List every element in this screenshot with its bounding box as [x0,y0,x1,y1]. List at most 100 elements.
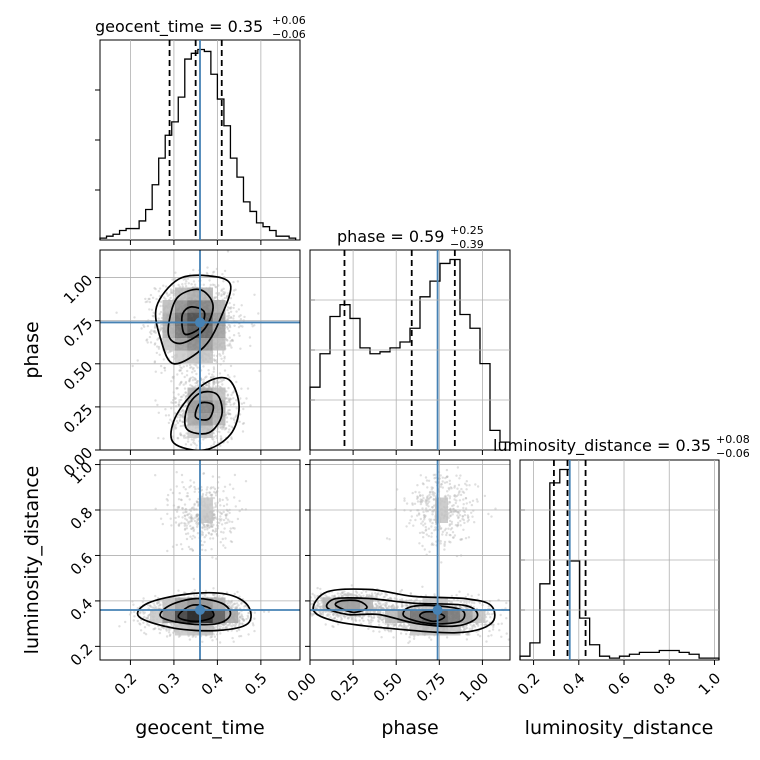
sample-point [178,401,181,404]
sample-point [184,380,188,384]
sample-point [229,527,232,530]
sample-point [155,351,158,355]
sample-point [225,626,228,630]
sample-point [153,326,157,329]
sample-point [234,625,237,628]
sample-point [176,436,179,440]
sample-point [172,294,175,297]
sample-point [174,405,178,408]
sample-point [143,611,146,614]
sample-point [175,471,178,474]
sample-point [194,382,197,385]
sample-point [170,291,173,295]
sample-point [144,300,147,304]
sample-point [217,625,221,628]
sample-point [225,600,228,603]
sample-point [222,624,225,627]
sample-point [227,412,230,416]
sample-point [133,615,136,618]
sample-point [222,293,226,296]
sample-point [188,378,191,381]
sample-point [243,605,246,608]
sample-point [235,602,239,605]
sample-point [221,622,224,626]
sample-point [218,380,221,384]
sample-point [232,418,236,422]
sample-point [237,623,241,627]
sample-point [201,381,205,384]
sample-point [214,296,217,299]
sample-point [191,635,194,638]
sample-point [202,365,205,368]
sample-point [222,378,226,381]
sample-point [237,308,241,311]
sample-point [190,516,193,519]
sample-point [226,339,229,342]
sample-point [200,488,204,492]
sample-point [153,330,156,334]
sample-point [238,334,241,337]
sample-point [179,433,182,436]
sample-point [225,294,229,298]
sample-point [205,375,208,378]
sample-point [229,364,233,368]
sample-point [231,625,234,629]
density-cell [212,400,226,413]
sample-point [222,425,225,428]
sample-point [159,325,162,329]
sample-point [182,420,185,424]
sample-point [171,289,174,292]
sample-point [189,376,192,380]
sample-point [177,403,181,406]
sample-point [186,277,190,280]
sample-point [179,432,182,435]
sample-point [193,442,197,445]
hist-geocent-time-steps [99,48,297,240]
sample-point [182,511,185,514]
sample-point [230,436,233,439]
sample-point [241,430,245,433]
sample-point [170,380,173,383]
density-cell [175,350,188,363]
sample-point [159,628,162,631]
sample-point [170,407,173,410]
sample-point [152,606,155,610]
sample-point [251,622,255,625]
sample-point [179,543,183,546]
sample-point [219,425,222,429]
sample-point [213,359,216,362]
sample-point [143,325,146,328]
sample-point [158,631,162,635]
sample-point [143,615,146,619]
sample-point [181,285,184,288]
sample-point [226,397,229,400]
sample-point [164,414,168,417]
sample-point [182,434,185,438]
sample-point [228,324,232,327]
density-cell [187,425,201,438]
sample-point [141,600,144,603]
sample-point [164,297,167,301]
sample-point [239,318,243,321]
sample-point [132,603,135,606]
sample-point [171,376,174,379]
sample-point [235,605,239,608]
sample-point [132,619,135,622]
sample-point [225,400,229,404]
sample-point [218,521,221,525]
sample-point [226,602,229,605]
sample-point [232,403,235,406]
sample-point [185,418,188,422]
sample-point [191,376,194,379]
sample-point [217,384,220,388]
sample-point [185,453,187,455]
sample-point [237,332,240,335]
sample-point [184,382,187,385]
contour-line [183,390,224,435]
sample-point [221,626,225,630]
sample-point [171,435,175,438]
sample-point [230,425,233,428]
sample-point [181,416,184,419]
sample-point [240,387,243,390]
sample-point [177,515,180,518]
